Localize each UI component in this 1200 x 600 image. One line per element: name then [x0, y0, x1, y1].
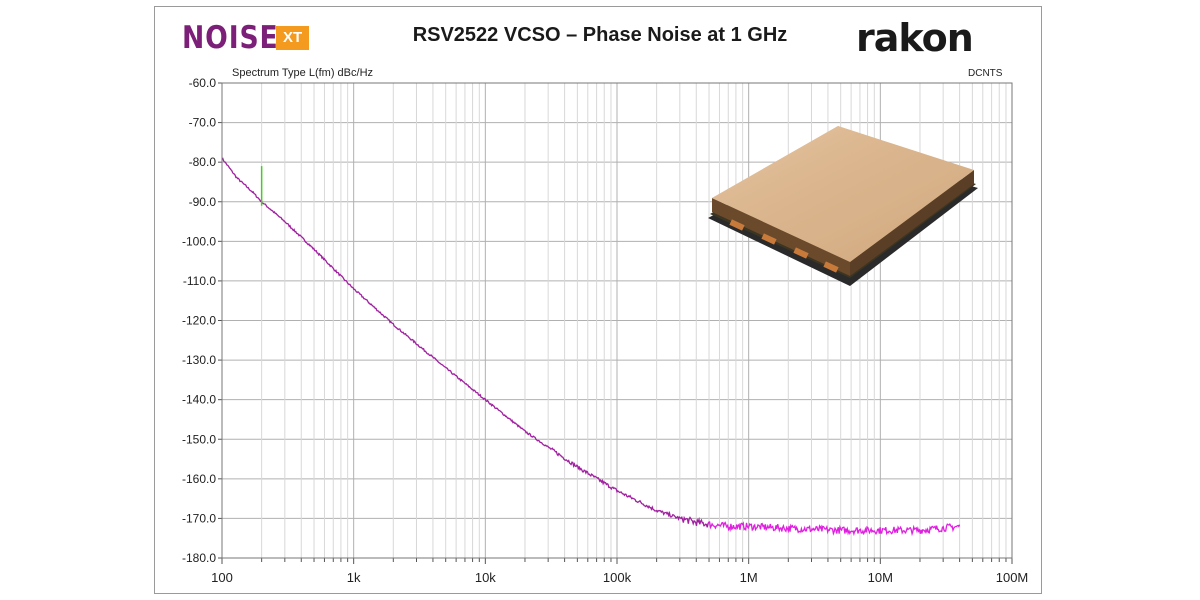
plot-area-border — [221, 82, 1013, 559]
y-tick-label: -80.0 — [189, 155, 217, 169]
y-tick-label: -100.0 — [182, 234, 216, 248]
y-tick-label: -70.0 — [189, 116, 217, 130]
x-tick-label: 100 — [211, 570, 233, 585]
package-side-right — [850, 170, 974, 276]
x-tick-label: 10k — [475, 570, 496, 585]
x-tick-labels: 100 1k 10k 100k 1M 10M 100M — [211, 558, 1028, 585]
y-tick-label: -150.0 — [182, 432, 216, 446]
package-pads — [729, 219, 839, 273]
y-tick-labels: -60.0 -70.0 -80.0 -90.0 -100.0 -110.0 -120.0 -1… — [182, 76, 222, 565]
noise-xt-logo: NOISE XT — [182, 20, 310, 56]
package-side-front — [712, 198, 850, 276]
rakon-logo: rakon — [856, 16, 974, 60]
oscillator-package-photo — [708, 126, 978, 286]
y-tick-label: -130.0 — [182, 353, 216, 367]
y-tick-label: -60.0 — [189, 76, 217, 90]
y-tick-label: -90.0 — [189, 195, 217, 209]
phase-noise-trace — [221, 157, 710, 528]
chart-frame — [154, 6, 1042, 594]
y-tick-label: -110.0 — [183, 274, 216, 288]
y-tick-label: -180.0 — [182, 551, 216, 565]
y-tick-label: -160.0 — [182, 472, 216, 486]
package-lid-sheen — [712, 126, 974, 262]
y-tick-label: -120.0 — [182, 314, 216, 328]
chart-grid — [221, 82, 1012, 562]
xt-logo-badge: XT — [276, 26, 310, 50]
x-tick-label: 100M — [996, 570, 1029, 585]
y-tick-label: -140.0 — [182, 393, 216, 407]
corner-label: DCNTS — [968, 68, 1003, 79]
x-tick-label: 100k — [603, 570, 632, 585]
x-tick-label: 10M — [868, 570, 893, 585]
chart-traces — [221, 157, 961, 537]
phase-noise-trace-floor — [707, 521, 961, 537]
x-tick-label: 1k — [347, 570, 361, 585]
chart-title: RSV2522 VCSO – Phase Noise at 1 GHz — [412, 24, 788, 46]
y-tick-label: -170.0 — [182, 511, 216, 525]
y-axis-label: Spectrum Type L(fm) dBc/Hz — [232, 67, 374, 79]
x-tick-label: 1M — [740, 570, 758, 585]
